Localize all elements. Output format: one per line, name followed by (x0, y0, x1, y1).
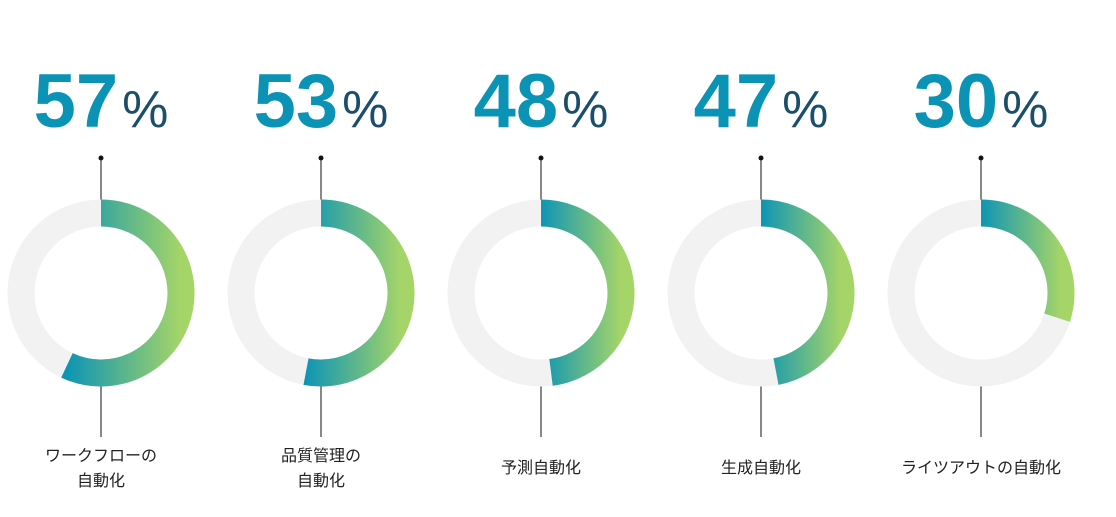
category-label: 生成自動化 (720, 458, 801, 477)
unit: % (1002, 81, 1048, 139)
donut-arc (303, 199, 415, 387)
percent-value: 48% (474, 59, 609, 144)
number: 57 (34, 59, 119, 144)
percent-value: 47% (694, 59, 829, 144)
category-label: ライツアウトの自動化 (900, 458, 1061, 477)
unit: % (782, 81, 828, 139)
donut-arc (760, 199, 855, 385)
donut-arc (980, 199, 1075, 322)
number: 30 (914, 59, 999, 144)
donut-arc (540, 199, 635, 386)
percent-value: 57% (34, 59, 169, 144)
number: 47 (694, 59, 779, 144)
percent-value: 53% (254, 59, 389, 144)
percent-value: 30% (914, 59, 1049, 144)
category-label: 品質管理の 自動化 (280, 446, 361, 490)
unit: % (562, 81, 608, 139)
donut-arc (61, 199, 195, 387)
number: 53 (254, 59, 339, 144)
unit: % (122, 81, 168, 139)
category-label: ワークフローの 自動化 (44, 446, 157, 490)
category-label: 予測自動化 (500, 458, 581, 477)
number: 48 (474, 59, 559, 144)
unit: % (342, 81, 388, 139)
